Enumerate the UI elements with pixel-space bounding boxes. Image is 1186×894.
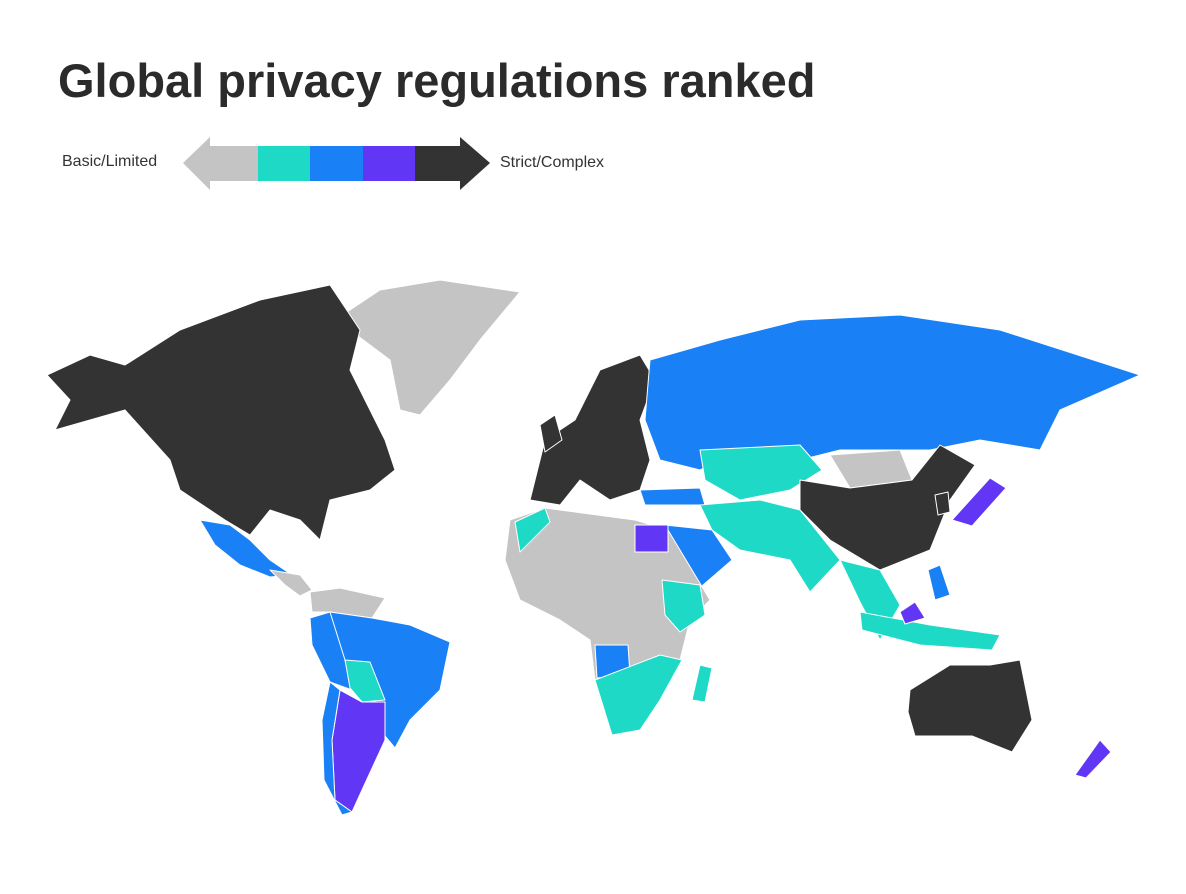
- legend-swatch: [310, 146, 364, 181]
- new-zealand: [1074, 739, 1112, 779]
- uk: [539, 414, 563, 453]
- arrow-head-right: [460, 137, 490, 190]
- arrow-head-left: [183, 137, 210, 190]
- title: Global privacy regulations ranked: [58, 54, 815, 107]
- argentina: [331, 689, 386, 813]
- southern-africa: [594, 654, 683, 736]
- indonesia: [859, 611, 1001, 651]
- korea: [934, 491, 951, 516]
- europe: [529, 354, 656, 506]
- legend-swatch: [258, 146, 311, 181]
- central-asia: [699, 444, 823, 501]
- legend-swatch: [363, 146, 416, 181]
- legend-swatch: [415, 146, 461, 181]
- bolivia: [344, 659, 386, 703]
- north-america: [46, 284, 396, 541]
- chile: [321, 681, 353, 816]
- egypt: [634, 524, 669, 553]
- east-africa: [661, 579, 706, 633]
- legend-swatch: [209, 146, 259, 181]
- legend-high-label: Strict/Complex: [500, 154, 604, 171]
- world-map: [46, 279, 1141, 816]
- malaysia: [899, 601, 926, 625]
- northern-south-america: [309, 587, 386, 619]
- japan: [951, 477, 1007, 527]
- australia: [907, 659, 1033, 753]
- legend-arrow: [183, 137, 490, 190]
- central-america: [269, 569, 313, 597]
- madagascar: [691, 664, 713, 703]
- russia: [644, 314, 1141, 471]
- greenland: [334, 279, 521, 416]
- legend-low-label: Basic/Limited: [62, 153, 157, 170]
- philippines: [927, 564, 951, 601]
- morocco: [514, 507, 551, 553]
- china: [799, 444, 976, 571]
- south-asia: [699, 499, 841, 593]
- turkey: [639, 487, 706, 506]
